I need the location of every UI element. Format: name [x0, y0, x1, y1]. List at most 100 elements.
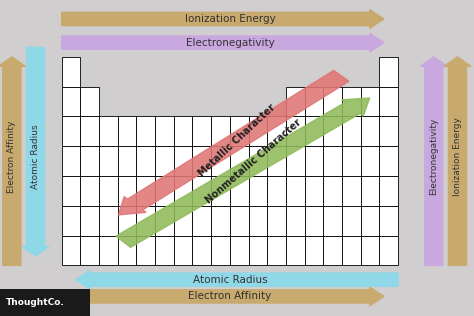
Bar: [211, 236, 230, 265]
Bar: [248, 146, 267, 176]
Bar: [342, 206, 361, 236]
Bar: [80, 117, 99, 146]
Bar: [155, 117, 174, 146]
Bar: [305, 146, 323, 176]
Bar: [99, 176, 118, 206]
Bar: [137, 176, 155, 206]
Text: Ionization Energy: Ionization Energy: [453, 117, 462, 196]
Bar: [323, 176, 342, 206]
Bar: [155, 236, 174, 265]
FancyArrow shape: [22, 47, 49, 256]
Bar: [380, 146, 398, 176]
Text: Atomic Radius: Atomic Radius: [31, 124, 40, 189]
Bar: [267, 236, 286, 265]
FancyArrow shape: [76, 270, 398, 289]
FancyArrow shape: [444, 57, 471, 265]
Bar: [323, 87, 342, 117]
Bar: [230, 176, 248, 206]
Bar: [248, 176, 267, 206]
Bar: [380, 87, 398, 117]
Bar: [305, 117, 323, 146]
Bar: [305, 87, 323, 117]
Bar: [174, 206, 192, 236]
Bar: [62, 236, 80, 265]
Bar: [99, 206, 118, 236]
Bar: [62, 206, 80, 236]
Bar: [248, 117, 267, 146]
Bar: [267, 176, 286, 206]
Bar: [192, 146, 211, 176]
Bar: [361, 117, 380, 146]
FancyArrow shape: [0, 57, 26, 265]
Bar: [80, 176, 99, 206]
Bar: [192, 176, 211, 206]
Bar: [380, 57, 398, 87]
Bar: [137, 117, 155, 146]
Bar: [305, 176, 323, 206]
Bar: [118, 236, 137, 265]
Bar: [380, 236, 398, 265]
Text: Nonmetallic Character: Nonmetallic Character: [204, 117, 303, 205]
Bar: [174, 176, 192, 206]
Bar: [230, 236, 248, 265]
FancyBboxPatch shape: [0, 289, 90, 316]
Bar: [267, 146, 286, 176]
Bar: [174, 117, 192, 146]
Bar: [230, 206, 248, 236]
Bar: [155, 146, 174, 176]
Text: Ionization Energy: Ionization Energy: [184, 14, 275, 24]
Bar: [62, 176, 80, 206]
Bar: [230, 146, 248, 176]
Bar: [286, 146, 305, 176]
Bar: [118, 117, 137, 146]
Text: Electron Affinity: Electron Affinity: [8, 120, 16, 193]
Bar: [80, 206, 99, 236]
Bar: [267, 206, 286, 236]
Bar: [361, 87, 380, 117]
Bar: [174, 146, 192, 176]
Bar: [192, 236, 211, 265]
Bar: [118, 176, 137, 206]
Bar: [248, 206, 267, 236]
Bar: [155, 206, 174, 236]
Text: ThoughtCo.: ThoughtCo.: [6, 298, 64, 307]
FancyArrow shape: [62, 287, 384, 306]
Bar: [62, 117, 80, 146]
Bar: [342, 87, 361, 117]
Bar: [62, 146, 80, 176]
Bar: [361, 146, 380, 176]
Text: Atomic Radius: Atomic Radius: [192, 275, 267, 285]
Bar: [323, 236, 342, 265]
Bar: [267, 117, 286, 146]
Bar: [230, 117, 248, 146]
Bar: [137, 146, 155, 176]
Bar: [80, 87, 99, 117]
Bar: [192, 117, 211, 146]
Bar: [286, 176, 305, 206]
Bar: [323, 146, 342, 176]
Bar: [62, 87, 80, 117]
Bar: [361, 236, 380, 265]
Bar: [211, 176, 230, 206]
Bar: [99, 236, 118, 265]
Bar: [80, 146, 99, 176]
Bar: [380, 117, 398, 146]
Bar: [286, 87, 305, 117]
Bar: [80, 236, 99, 265]
Bar: [62, 57, 80, 87]
Bar: [305, 236, 323, 265]
Bar: [342, 117, 361, 146]
Bar: [174, 236, 192, 265]
Bar: [342, 236, 361, 265]
Bar: [248, 236, 267, 265]
FancyArrow shape: [420, 57, 447, 265]
FancyArrow shape: [62, 33, 384, 52]
Bar: [323, 206, 342, 236]
Bar: [380, 206, 398, 236]
Bar: [286, 206, 305, 236]
Text: Electronegativity: Electronegativity: [429, 118, 438, 195]
Bar: [155, 176, 174, 206]
Bar: [286, 236, 305, 265]
Bar: [211, 146, 230, 176]
Bar: [342, 146, 361, 176]
